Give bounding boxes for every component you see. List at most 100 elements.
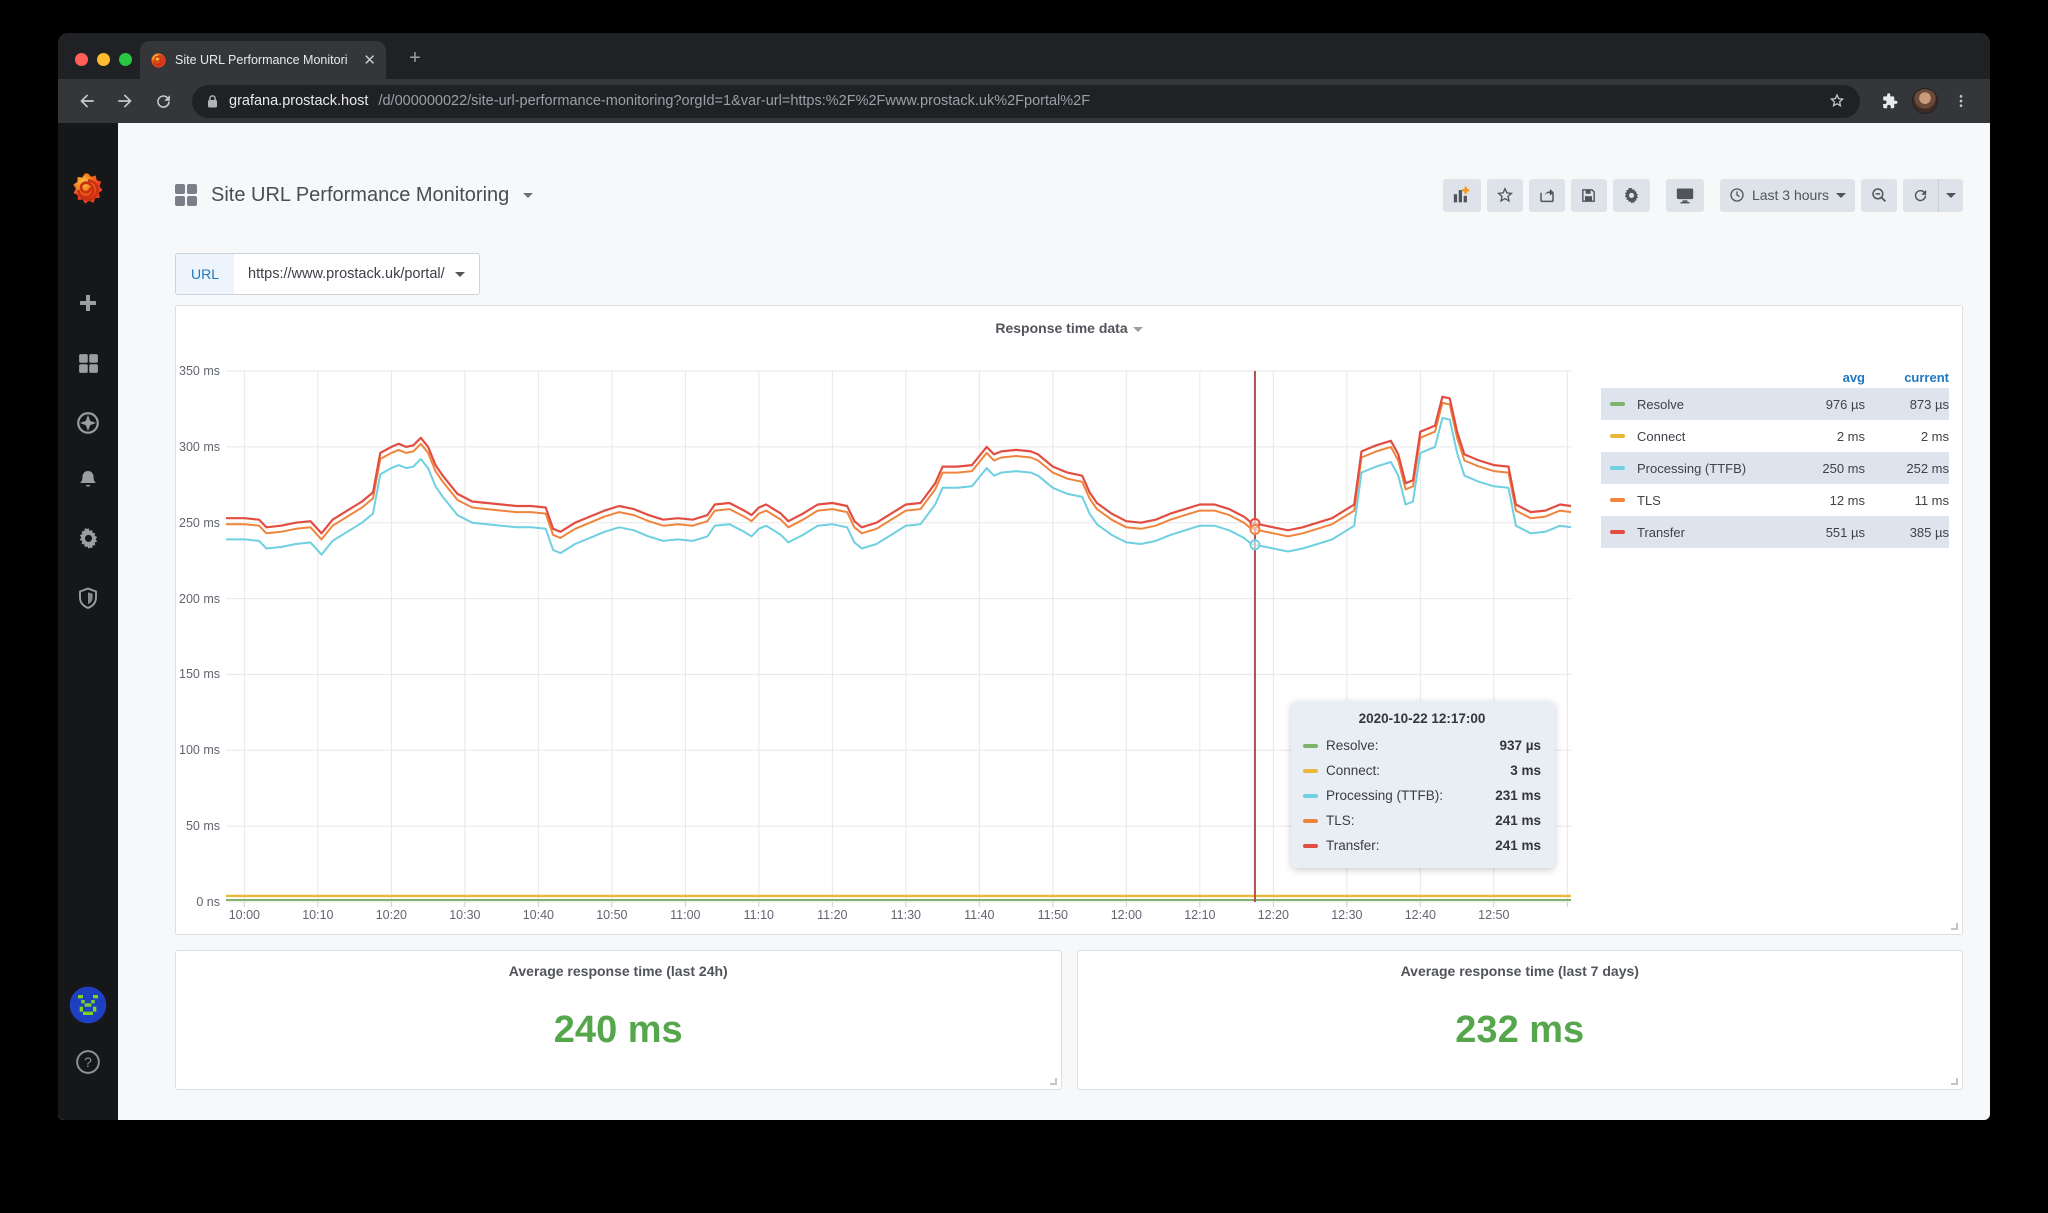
x-axis-tick: 12:50 [1478,908,1510,922]
address-bar[interactable]: grafana.prostack.host/d/000000022/site-u… [192,84,1860,118]
tooltip-series-value: 937 µs [1499,738,1541,753]
chevron-down-icon [1132,326,1143,332]
sidebar-help-button[interactable]: ? [58,1048,118,1076]
panel-resize-handle[interactable] [1049,1078,1057,1085]
breadcrumb[interactable]: Site URL Performance Monitoring [175,184,534,207]
add-panel-icon [1453,186,1470,203]
chart-plot-area[interactable] [226,370,1572,911]
refresh-icon [1914,189,1927,201]
panel-title[interactable]: Response time data [176,320,1962,336]
series-line-tls [226,401,1572,541]
time-range-picker[interactable]: Last 3 hours [1719,178,1855,212]
close-window-button[interactable] [75,53,88,66]
new-tab-button[interactable]: + [409,47,421,69]
panel-resize-handle[interactable] [1951,1078,1958,1085]
sidebar-alerting-button[interactable] [58,468,118,492]
legend-row[interactable]: Processing (TTFB) 250 ms 252 ms [1601,452,1949,484]
legend-row[interactable]: Transfer 551 µs 385 µs [1601,516,1949,548]
stat-value: 232 ms [1455,1008,1585,1051]
series-label[interactable]: TLS [1637,492,1661,508]
legend-row[interactable]: Resolve 976 µs 873 µs [1601,388,1949,420]
series-label[interactable]: Processing (TTFB) [1637,460,1747,476]
forward-button[interactable] [110,86,140,116]
add-panel-button[interactable] [1442,178,1481,212]
x-axis-tick: 10:40 [522,908,554,922]
sidebar-explore-button[interactable] [58,410,118,436]
series-color-dash [1303,793,1318,798]
tooltip-row: Resolve: 937 µs [1303,733,1541,758]
mark-favorite-button[interactable] [1486,178,1523,212]
legend-row[interactable]: Connect 2 ms 2 ms [1601,420,1949,452]
url-variable-control[interactable]: URL https://www.prostack.uk/portal/ [175,253,480,295]
gear-icon [79,528,97,549]
browser-menu-button[interactable] [1946,86,1976,116]
series-color-dash [1303,818,1318,823]
profile-avatar[interactable] [1912,88,1938,114]
tab-close-icon[interactable]: ✕ [363,51,376,69]
series-color-dash [1610,466,1625,470]
tooltip-series-label: Resolve: [1326,738,1379,753]
dashboard-grid-icon [175,184,197,206]
back-arrow-icon [80,94,94,108]
share-dashboard-button[interactable] [1528,178,1565,212]
x-axis-tick: 12:20 [1257,908,1289,922]
tooltip-series-label: TLS: [1326,813,1355,828]
dashboard-main: Site URL Performance Monitoring [118,123,1990,1120]
sidebar-server-admin-button[interactable] [58,586,118,610]
variable-value: https://www.prostack.uk/portal/ [248,266,445,282]
x-axis-tick: 11:20 [817,908,848,922]
legend-row[interactable]: TLS 12 ms 11 ms [1601,484,1949,516]
variable-label: URL [176,254,235,294]
series-label[interactable]: Transfer [1637,524,1685,540]
extensions-puzzle-icon[interactable] [1874,86,1904,116]
bookmark-star-icon[interactable] [1828,92,1846,110]
series-avg-value: 12 ms [1829,492,1865,508]
dashboard-submenu: URL https://www.prostack.uk/portal/ [175,253,1963,295]
crosshair-point [1249,524,1261,536]
series-label[interactable]: Connect [1637,428,1686,444]
refresh-button[interactable] [1903,179,1938,212]
crosshair-point [1249,539,1261,551]
y-axis-tick: 50 ms [185,819,220,834]
stat-value: 240 ms [553,1008,683,1051]
panel-resize-handle[interactable] [1951,923,1958,930]
variable-value-dropdown[interactable]: https://www.prostack.uk/portal/ [234,254,479,294]
back-button[interactable] [72,86,102,116]
series-color-dash [1610,530,1625,534]
browser-tab[interactable]: Site URL Performance Monitori ✕ [140,41,386,79]
tooltip-series-label: Processing (TTFB): [1326,788,1444,803]
help-question-icon: ? [76,1050,100,1074]
sidebar-create-button[interactable] [58,291,118,315]
dashboard-settings-button[interactable] [1612,178,1650,212]
response-time-graph-panel: Response time data 0 ns 50 ms 100 ms 150 ms… [175,305,1963,935]
zoom-out-time-button[interactable] [1861,178,1897,212]
puzzle-icon [1882,92,1897,108]
tooltip-row: Connect: 3 ms [1303,758,1541,783]
chevron-down-icon[interactable] [523,192,534,198]
series-color-dash [1303,743,1318,748]
series-line-processing-ttfb- [226,417,1572,556]
minimize-window-button[interactable] [97,53,110,66]
series-label[interactable]: Resolve [1637,396,1684,412]
reload-button[interactable] [148,86,178,116]
cycle-view-mode-button[interactable] [1665,178,1704,212]
sidebar-user-avatar[interactable] [58,985,118,1025]
save-dashboard-button[interactable] [1570,178,1607,212]
series-avg-value: 2 ms [1836,428,1865,444]
x-axis-tick: 12:10 [1184,908,1216,922]
refresh-interval-button[interactable] [1938,178,1963,212]
series-color-dash [1303,768,1318,773]
series-avg-value: 250 ms [1822,460,1865,476]
zoom-window-button[interactable] [119,53,132,66]
stat-panel-title[interactable]: Average response time (last 7 days) [1400,963,1639,979]
tooltip-row: Transfer: 241 ms [1303,833,1541,858]
legend-header-avg[interactable]: avg [1842,369,1865,385]
sidebar-dashboards-button[interactable] [58,351,118,376]
legend-header-current[interactable]: current [1904,369,1949,385]
browser-toolbar: grafana.prostack.host/d/000000022/site-u… [58,79,1990,123]
lock-icon [208,94,217,107]
x-axis-tick: 10:30 [449,908,481,922]
grafana-logo[interactable] [58,171,118,209]
stat-panel-title[interactable]: Average response time (last 24h) [508,963,728,979]
sidebar-configuration-button[interactable] [58,526,118,551]
